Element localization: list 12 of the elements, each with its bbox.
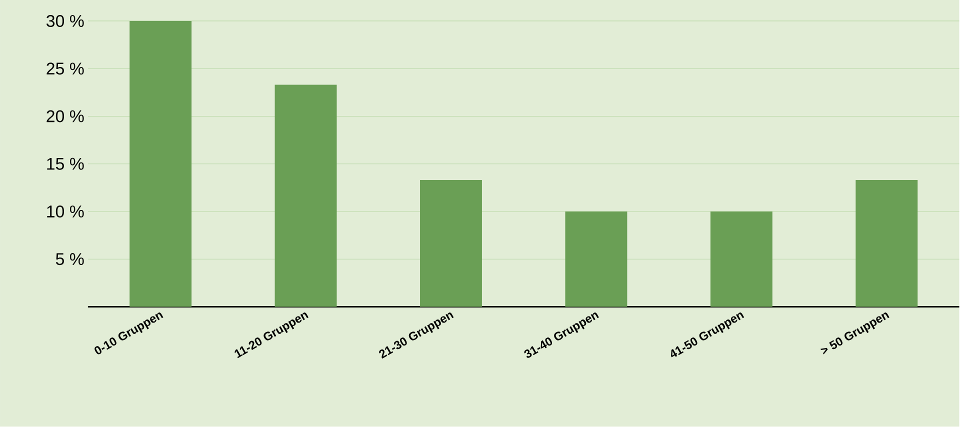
bar [274, 84, 337, 307]
y-tick-label: 5 % [56, 253, 84, 266]
y-tick-label: 10 % [47, 206, 84, 218]
y-tick-label: 25 % [46, 62, 84, 75]
y-tick-label: 20 % [46, 110, 84, 122]
bar [856, 180, 918, 307]
bar [710, 212, 772, 307]
y-tick-label: 15 % [47, 158, 84, 170]
bar [130, 21, 192, 307]
bar [420, 180, 482, 307]
bar [565, 212, 628, 307]
y-tick-label: 30 % [46, 15, 84, 28]
